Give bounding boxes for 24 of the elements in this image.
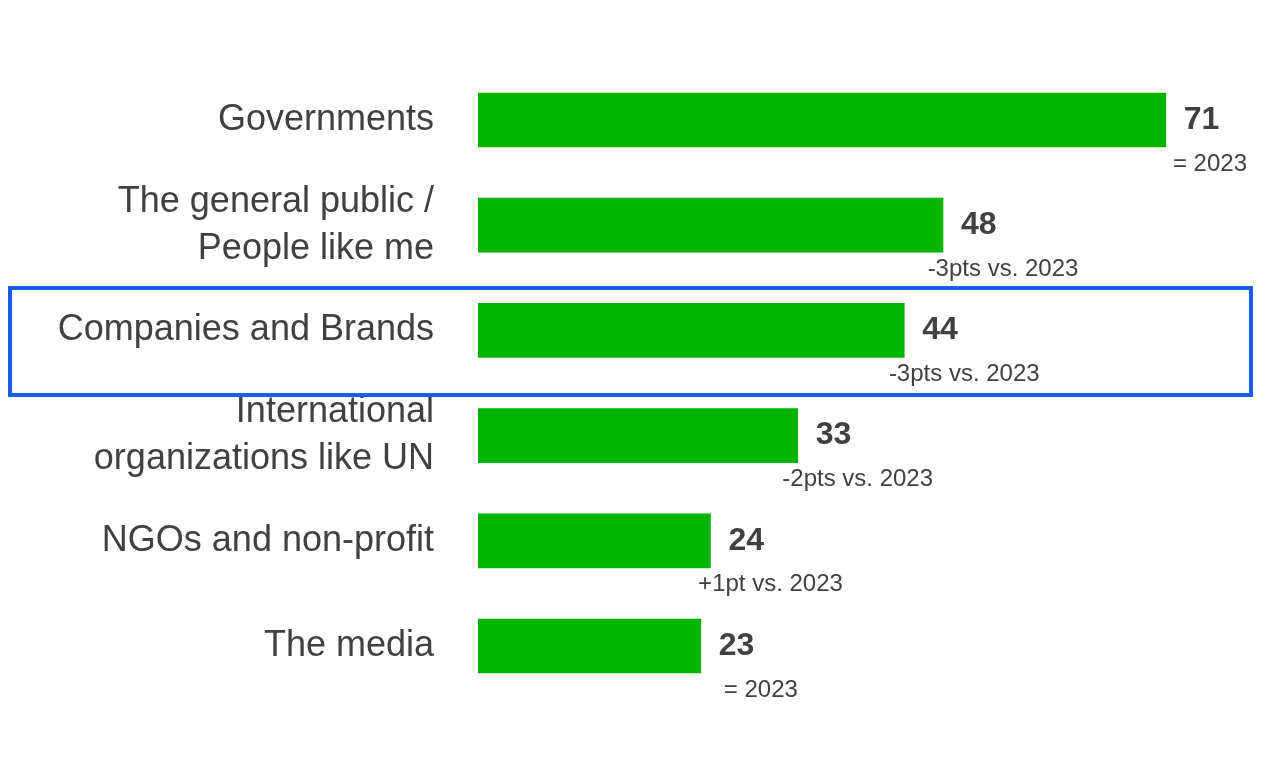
data-label: 23 — [718, 625, 755, 662]
y-tick-label: Companies and Brands — [57, 307, 434, 349]
bar — [478, 197, 944, 253]
data-label: 71 — [1183, 99, 1220, 136]
y-tick-label: International organizations like UN — [93, 389, 434, 477]
text: = 2023 — [1172, 148, 1247, 176]
annotation: -3pts vs. 2023 — [927, 253, 1079, 281]
annotation: +1pt vs. 2023 — [698, 569, 843, 597]
data-label: 33 — [815, 415, 852, 452]
data-label: 24 — [728, 520, 765, 557]
bar — [478, 408, 799, 463]
data-label: 48 — [961, 205, 997, 242]
y-tick-label: The general public / People like me — [117, 178, 434, 267]
y-tick-label: NGOs and non-profit — [101, 517, 434, 559]
bar — [478, 618, 702, 674]
bar — [478, 303, 905, 358]
bar — [478, 92, 1167, 148]
annotation: -2pts vs. 2023 — [782, 464, 934, 492]
y-tick-label: Governments — [217, 96, 434, 138]
bar — [478, 513, 711, 569]
annotation: = 2023 — [723, 674, 798, 702]
y-tick-label: The media — [263, 622, 435, 664]
data-label: 44 — [922, 310, 959, 347]
annotation: -3pts vs. 2023 — [888, 359, 1040, 387]
